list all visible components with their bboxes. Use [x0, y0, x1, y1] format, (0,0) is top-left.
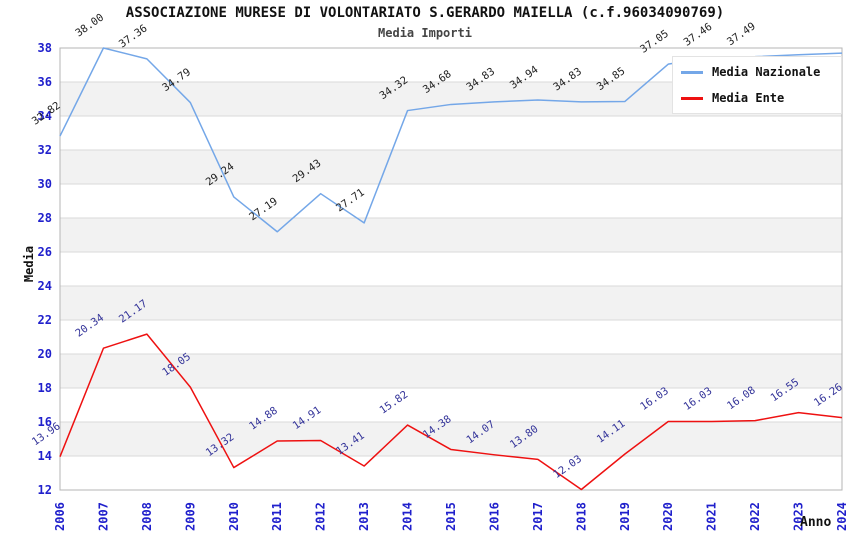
svg-text:2022: 2022 — [748, 502, 762, 531]
svg-text:38.00: 38.00 — [73, 12, 106, 40]
x-axis-tick-labels: 2006 2007 2008 2009 2010 2011 2012 2013 2014 2015… — [53, 502, 849, 531]
legend-item-media-nazionale: Media Nazionale — [681, 61, 841, 83]
svg-text:2006: 2006 — [53, 502, 67, 531]
plot-bands — [60, 48, 842, 490]
svg-text:2007: 2007 — [96, 502, 110, 531]
svg-text:16: 16 — [38, 415, 52, 429]
svg-text:12: 12 — [38, 483, 52, 497]
svg-text:24: 24 — [38, 279, 52, 293]
y-axis-tick-labels: 12 14 16 18 20 22 24 26 28 30 32 34 36 38 — [38, 41, 52, 497]
media-nazionale-line-swatch-icon — [681, 70, 703, 74]
svg-text:36: 36 — [38, 75, 52, 89]
svg-text:26: 26 — [38, 245, 52, 259]
svg-text:2023: 2023 — [792, 502, 806, 531]
svg-text:30: 30 — [38, 177, 52, 191]
series-line-media-ente — [59, 333, 843, 491]
svg-text:2008: 2008 — [140, 502, 154, 531]
svg-text:2019: 2019 — [618, 502, 632, 531]
svg-text:22: 22 — [38, 313, 52, 327]
legend-item-media-ente: Media Ente — [681, 87, 841, 109]
svg-text:2014: 2014 — [401, 502, 415, 531]
svg-text:2020: 2020 — [661, 502, 675, 531]
svg-text:37.49: 37.49 — [725, 20, 758, 48]
legend: Media Nazionale Media Ente — [672, 56, 842, 114]
chart-title: ASSOCIAZIONE MURESE DI VOLONTARIATO S.GE… — [125, 5, 725, 21]
legend-label-media-ente: Media Ente — [712, 91, 785, 105]
x-axis-title: Anno — [800, 515, 832, 530]
svg-text:18: 18 — [38, 381, 52, 395]
plot-border — [59, 47, 843, 491]
svg-text:2012: 2012 — [314, 502, 328, 531]
svg-text:2016: 2016 — [487, 502, 501, 531]
svg-text:2013: 2013 — [357, 502, 371, 531]
svg-text:37.36: 37.36 — [117, 22, 150, 50]
svg-text:2011: 2011 — [270, 502, 284, 531]
svg-text:2015: 2015 — [444, 502, 458, 531]
svg-text:2010: 2010 — [227, 502, 241, 531]
svg-text:28: 28 — [38, 211, 52, 225]
svg-text:34: 34 — [38, 109, 52, 123]
media-ente-line-swatch-icon — [681, 96, 703, 100]
legend-label-media-nazionale: Media Nazionale — [712, 65, 821, 79]
chart-subtitle: Media Importi — [378, 26, 472, 40]
svg-text:2018: 2018 — [574, 502, 588, 531]
svg-text:2024: 2024 — [835, 502, 849, 531]
svg-text:2021: 2021 — [705, 502, 719, 531]
svg-text:38: 38 — [38, 41, 52, 55]
svg-text:20: 20 — [38, 347, 52, 361]
svg-text:37.46: 37.46 — [682, 21, 715, 49]
svg-text:14: 14 — [38, 449, 52, 463]
svg-text:2009: 2009 — [183, 502, 197, 531]
svg-text:32.82: 32.82 — [30, 100, 63, 128]
svg-text:32: 32 — [38, 143, 52, 157]
svg-text:2017: 2017 — [531, 502, 545, 531]
